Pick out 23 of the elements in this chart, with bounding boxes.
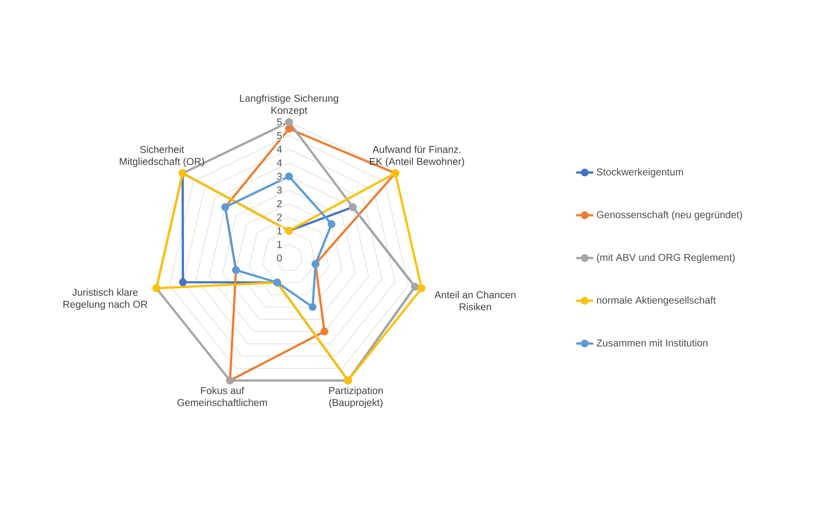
spoke-label: Partizipation (Bauprojekt) xyxy=(329,386,383,408)
spoke-label: Juristisch klare Regelung nach OR xyxy=(64,288,148,310)
legend-label: normale Aktiengesellschaft xyxy=(597,296,716,306)
spoke-label: Fokus auf Gemeinschaftlichem xyxy=(177,386,267,406)
y-tick-label: 1 xyxy=(277,240,282,248)
legend-label: Zusammen mit Institution xyxy=(596,339,708,346)
y-tick-label: 1 xyxy=(277,227,282,234)
legend-label: Stockwerkeigentum xyxy=(596,168,683,178)
spoke-label: Anteil an Chancen Risiken xyxy=(434,290,516,310)
y-tick-label: 2 xyxy=(277,200,282,208)
legend-label: Genossenschaft (neu gegründet) xyxy=(596,210,742,220)
y-tick-label: 3 xyxy=(277,186,282,194)
spoke-label: Aufwand für Finanz. EK (Anteil Bewohner) xyxy=(370,146,464,167)
y-tick-label: 4 xyxy=(276,146,282,153)
spoke-label: Langfristige Sicherung Konzept xyxy=(240,94,338,116)
legend-label: (mit ABV und ORG Reglement) xyxy=(596,254,735,263)
y-tick-label: 3 xyxy=(277,172,282,180)
y-tick-label: 0 xyxy=(277,254,282,262)
y-tick-label: 4 xyxy=(276,159,282,166)
y-tick-label: 5 xyxy=(277,118,282,126)
y-tick-label: 5 xyxy=(277,132,282,140)
y-tick-label: 2 xyxy=(277,214,282,221)
spoke-label: Sicherheit Mitgliedschaft (OR) xyxy=(120,146,204,167)
